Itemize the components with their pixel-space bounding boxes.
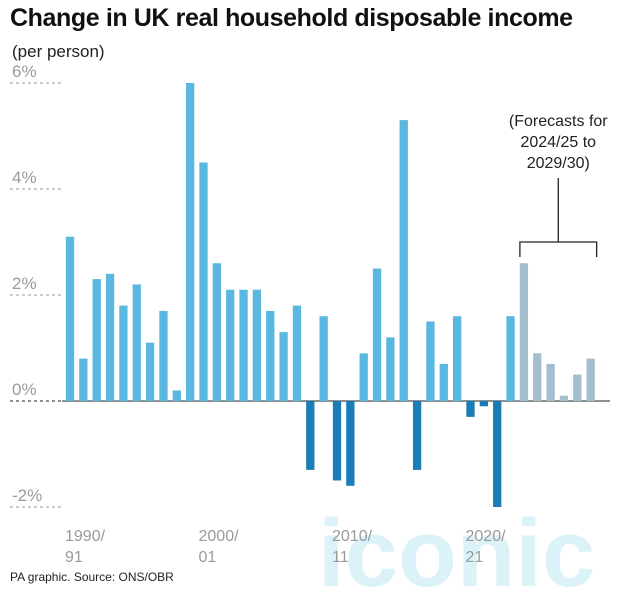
bar bbox=[546, 363, 555, 401]
x-tick-label: 21 bbox=[466, 549, 484, 566]
bar bbox=[559, 395, 569, 401]
x-tick-label: 01 bbox=[199, 549, 217, 566]
chart-title: Change in UK real household disposable i… bbox=[10, 4, 573, 32]
bars bbox=[65, 83, 595, 507]
bar bbox=[79, 358, 88, 401]
bar bbox=[159, 310, 168, 401]
bar bbox=[453, 316, 462, 401]
bar bbox=[186, 83, 195, 401]
x-axis-labels: 1990/91 2000/01 2010/11 2020/21 bbox=[65, 528, 506, 566]
bar bbox=[359, 353, 368, 401]
bar bbox=[132, 284, 141, 401]
bar bbox=[292, 305, 302, 401]
bar bbox=[386, 337, 395, 401]
bar bbox=[439, 363, 448, 401]
bar bbox=[92, 279, 101, 401]
y-tick-label: 0% bbox=[12, 380, 37, 399]
bar bbox=[586, 358, 595, 401]
forecast-annotation-text: (Forecasts for bbox=[509, 113, 608, 130]
bar bbox=[119, 305, 128, 401]
bar bbox=[346, 401, 355, 486]
x-tick-label: 2020/ bbox=[466, 528, 507, 545]
bar bbox=[466, 401, 475, 417]
y-tick-label: 4% bbox=[12, 168, 37, 187]
bar bbox=[479, 401, 488, 407]
bar bbox=[372, 268, 382, 401]
bar bbox=[506, 316, 515, 401]
bar bbox=[252, 289, 262, 401]
bar bbox=[306, 401, 315, 470]
bar bbox=[266, 310, 275, 401]
bar bbox=[212, 263, 221, 401]
bar bbox=[399, 120, 408, 401]
bar bbox=[533, 353, 542, 401]
bar bbox=[105, 273, 115, 401]
x-tick-label: 1990/ bbox=[65, 528, 106, 545]
forecast-annotation-text: 2029/30) bbox=[527, 155, 590, 172]
bar bbox=[412, 401, 422, 470]
y-tick-label: -2% bbox=[12, 486, 42, 505]
y-tick-label: 6% bbox=[12, 62, 37, 81]
x-tick-label: 91 bbox=[65, 549, 83, 566]
bar bbox=[493, 401, 502, 507]
bar bbox=[332, 401, 342, 481]
source-credit: PA graphic. Source: ONS/OBR bbox=[10, 570, 174, 584]
chart-subtitle: (per person) bbox=[12, 42, 105, 61]
forecast-annotation-text: 2024/25 to bbox=[520, 134, 596, 151]
y-tick-label: 2% bbox=[12, 274, 37, 293]
x-tick-label: 2010/ bbox=[332, 528, 373, 545]
watermark-text: iconic bbox=[318, 500, 595, 590]
bar bbox=[239, 289, 248, 401]
bar bbox=[172, 390, 181, 401]
y-axis-labels: -2% 0% 2% 4% 6% bbox=[12, 62, 42, 505]
bar bbox=[426, 321, 435, 401]
bar bbox=[573, 374, 582, 401]
bar bbox=[226, 289, 235, 401]
bar bbox=[519, 263, 529, 401]
bar bbox=[279, 332, 288, 401]
bar bbox=[319, 316, 328, 401]
bar bbox=[145, 342, 155, 401]
forecast-annotation: (Forecasts for 2024/25 to 2029/30) bbox=[509, 113, 608, 257]
x-tick-label: 11 bbox=[332, 549, 349, 566]
forecast-bracket bbox=[519, 241, 598, 257]
bar bbox=[199, 162, 208, 401]
x-tick-label: 2000/ bbox=[199, 528, 240, 545]
bar bbox=[65, 236, 75, 401]
